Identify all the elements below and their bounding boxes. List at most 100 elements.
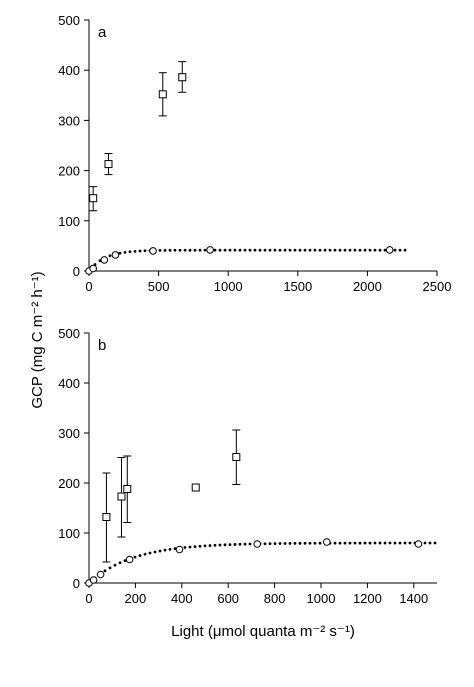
fit-curve-dot: [318, 248, 322, 252]
fit-curve-dot: [248, 248, 252, 252]
data-point-circle: [111, 251, 120, 259]
data-point-circle: [89, 576, 98, 584]
fit-curve-dot: [423, 541, 427, 545]
fit-curve-dot: [108, 254, 112, 258]
x-tick-label: 2000: [353, 279, 382, 294]
fit-curve-dot: [388, 541, 392, 545]
fit-curve-dot: [118, 251, 122, 255]
fit-curve-dot: [403, 541, 407, 545]
fit-curve-dot: [218, 543, 222, 547]
fit-curve-dot: [378, 248, 382, 252]
fit-curve-dot: [363, 541, 367, 545]
fit-curve-dot: [208, 544, 212, 547]
fit-curve-dot: [353, 541, 357, 545]
fit-curve-dot: [193, 545, 197, 549]
data-point-square: [191, 483, 200, 492]
fit-curve-dot: [293, 541, 297, 545]
fit-curve-dot: [333, 541, 337, 545]
fit-curve-dot: [153, 550, 157, 554]
fit-curve-dot: [283, 248, 287, 252]
fit-curve-dot: [273, 542, 277, 545]
data-point-square: [178, 73, 187, 82]
fit-curve-dot: [168, 248, 172, 252]
fit-curve-dot: [218, 248, 222, 252]
fit-curve-dot: [253, 248, 257, 252]
fit-curve-dot: [138, 249, 142, 253]
panel-label: a: [98, 24, 107, 41]
panel-b: 0 200 400 600 800 1000 1200 1400 0 100 200 300 400 50…: [58, 326, 437, 606]
x-tick-label: 1000: [307, 591, 336, 606]
x-tick-label: 1400: [399, 591, 428, 606]
x-axis-label: Light (μmol quanta m⁻² s⁻¹): [171, 623, 355, 640]
fit-curve-dot: [188, 545, 192, 549]
x-tick-label: 600: [217, 591, 239, 606]
data-point-circle: [414, 540, 423, 548]
x-tick-label: 500: [148, 279, 170, 294]
y-tick-label: 200: [58, 476, 80, 491]
fit-curve-dot: [183, 546, 187, 549]
x-tick-label: 1200: [353, 591, 382, 606]
data-point-circle: [100, 256, 109, 264]
fit-curve-dot: [373, 248, 377, 252]
fit-curve-dot: [368, 248, 372, 252]
data-point-circle: [206, 246, 214, 254]
x-tick-label: 1000: [214, 279, 243, 294]
fit-curve-dot: [278, 248, 282, 252]
y-tick-label: 300: [58, 113, 80, 128]
fit-curve-dot: [133, 555, 137, 559]
fit-curve-dot: [408, 541, 412, 545]
data-point-circle: [253, 540, 262, 548]
data-point-square: [102, 513, 111, 521]
y-axis-label: GCP (mg C m⁻² h⁻¹): [29, 271, 46, 408]
fit-curve-dot: [318, 541, 322, 545]
data-point-circle: [149, 247, 157, 255]
panel-a: 0 500 1000 1500 2000 2500 0 100 200 300 400 500 a: [58, 13, 451, 294]
fit-curve-dot: [268, 542, 272, 546]
y-tick-label: 0: [73, 576, 80, 591]
data-point-square: [89, 194, 98, 203]
y-tick-label: 300: [58, 426, 80, 441]
fit-curve-dot: [158, 249, 162, 252]
fit-curve-dot: [223, 543, 227, 547]
fit-curve-dot: [368, 541, 372, 545]
fit-curve-dot: [398, 248, 402, 252]
fit-curve-dot: [298, 248, 302, 252]
fit-curve-dot: [313, 248, 317, 252]
x-tick-label: 0: [85, 279, 92, 294]
fit-curve-dot: [383, 541, 387, 545]
fit-curve-dot: [228, 248, 232, 252]
fit-curve-dot: [358, 248, 362, 252]
fit-curve-dot: [128, 250, 132, 254]
fit-curve-dot: [263, 542, 267, 546]
fit-curve-dot: [263, 248, 267, 252]
fit-curve-dot: [238, 542, 242, 546]
y-tick-label: 400: [58, 376, 80, 391]
data-point-circle: [175, 545, 184, 554]
fit-curve-dot: [403, 248, 407, 252]
fit-curve-dot: [313, 541, 317, 545]
fit-curve-dot: [233, 248, 237, 252]
fit-curve-dot: [203, 248, 207, 252]
fit-curve-dot: [323, 248, 327, 252]
data-point-square: [158, 90, 167, 99]
fit-curve-dot: [173, 248, 177, 252]
fit-curve-dot: [203, 544, 207, 548]
fit-curve-dot: [233, 543, 237, 546]
y-tick-label: 500: [58, 326, 80, 341]
fit-curve-dot: [288, 542, 292, 545]
fit-curve-dot: [163, 248, 167, 252]
fit-curve-dot: [118, 561, 122, 565]
fit-curve-dot: [308, 541, 312, 545]
fit-curve-dot: [278, 542, 282, 545]
fit-curve-dot: [193, 248, 197, 252]
fit-curve-dot: [243, 248, 247, 252]
data-point-square: [117, 492, 126, 501]
fit-curve-dot: [283, 542, 287, 545]
y-tick-label: 500: [58, 13, 80, 28]
x-tick-label: 2500: [423, 279, 452, 294]
data-point-circle: [89, 264, 97, 273]
fit-curve-dot: [433, 541, 437, 545]
fit-curve-dot: [183, 248, 187, 252]
fit-curve-dot: [163, 548, 167, 552]
